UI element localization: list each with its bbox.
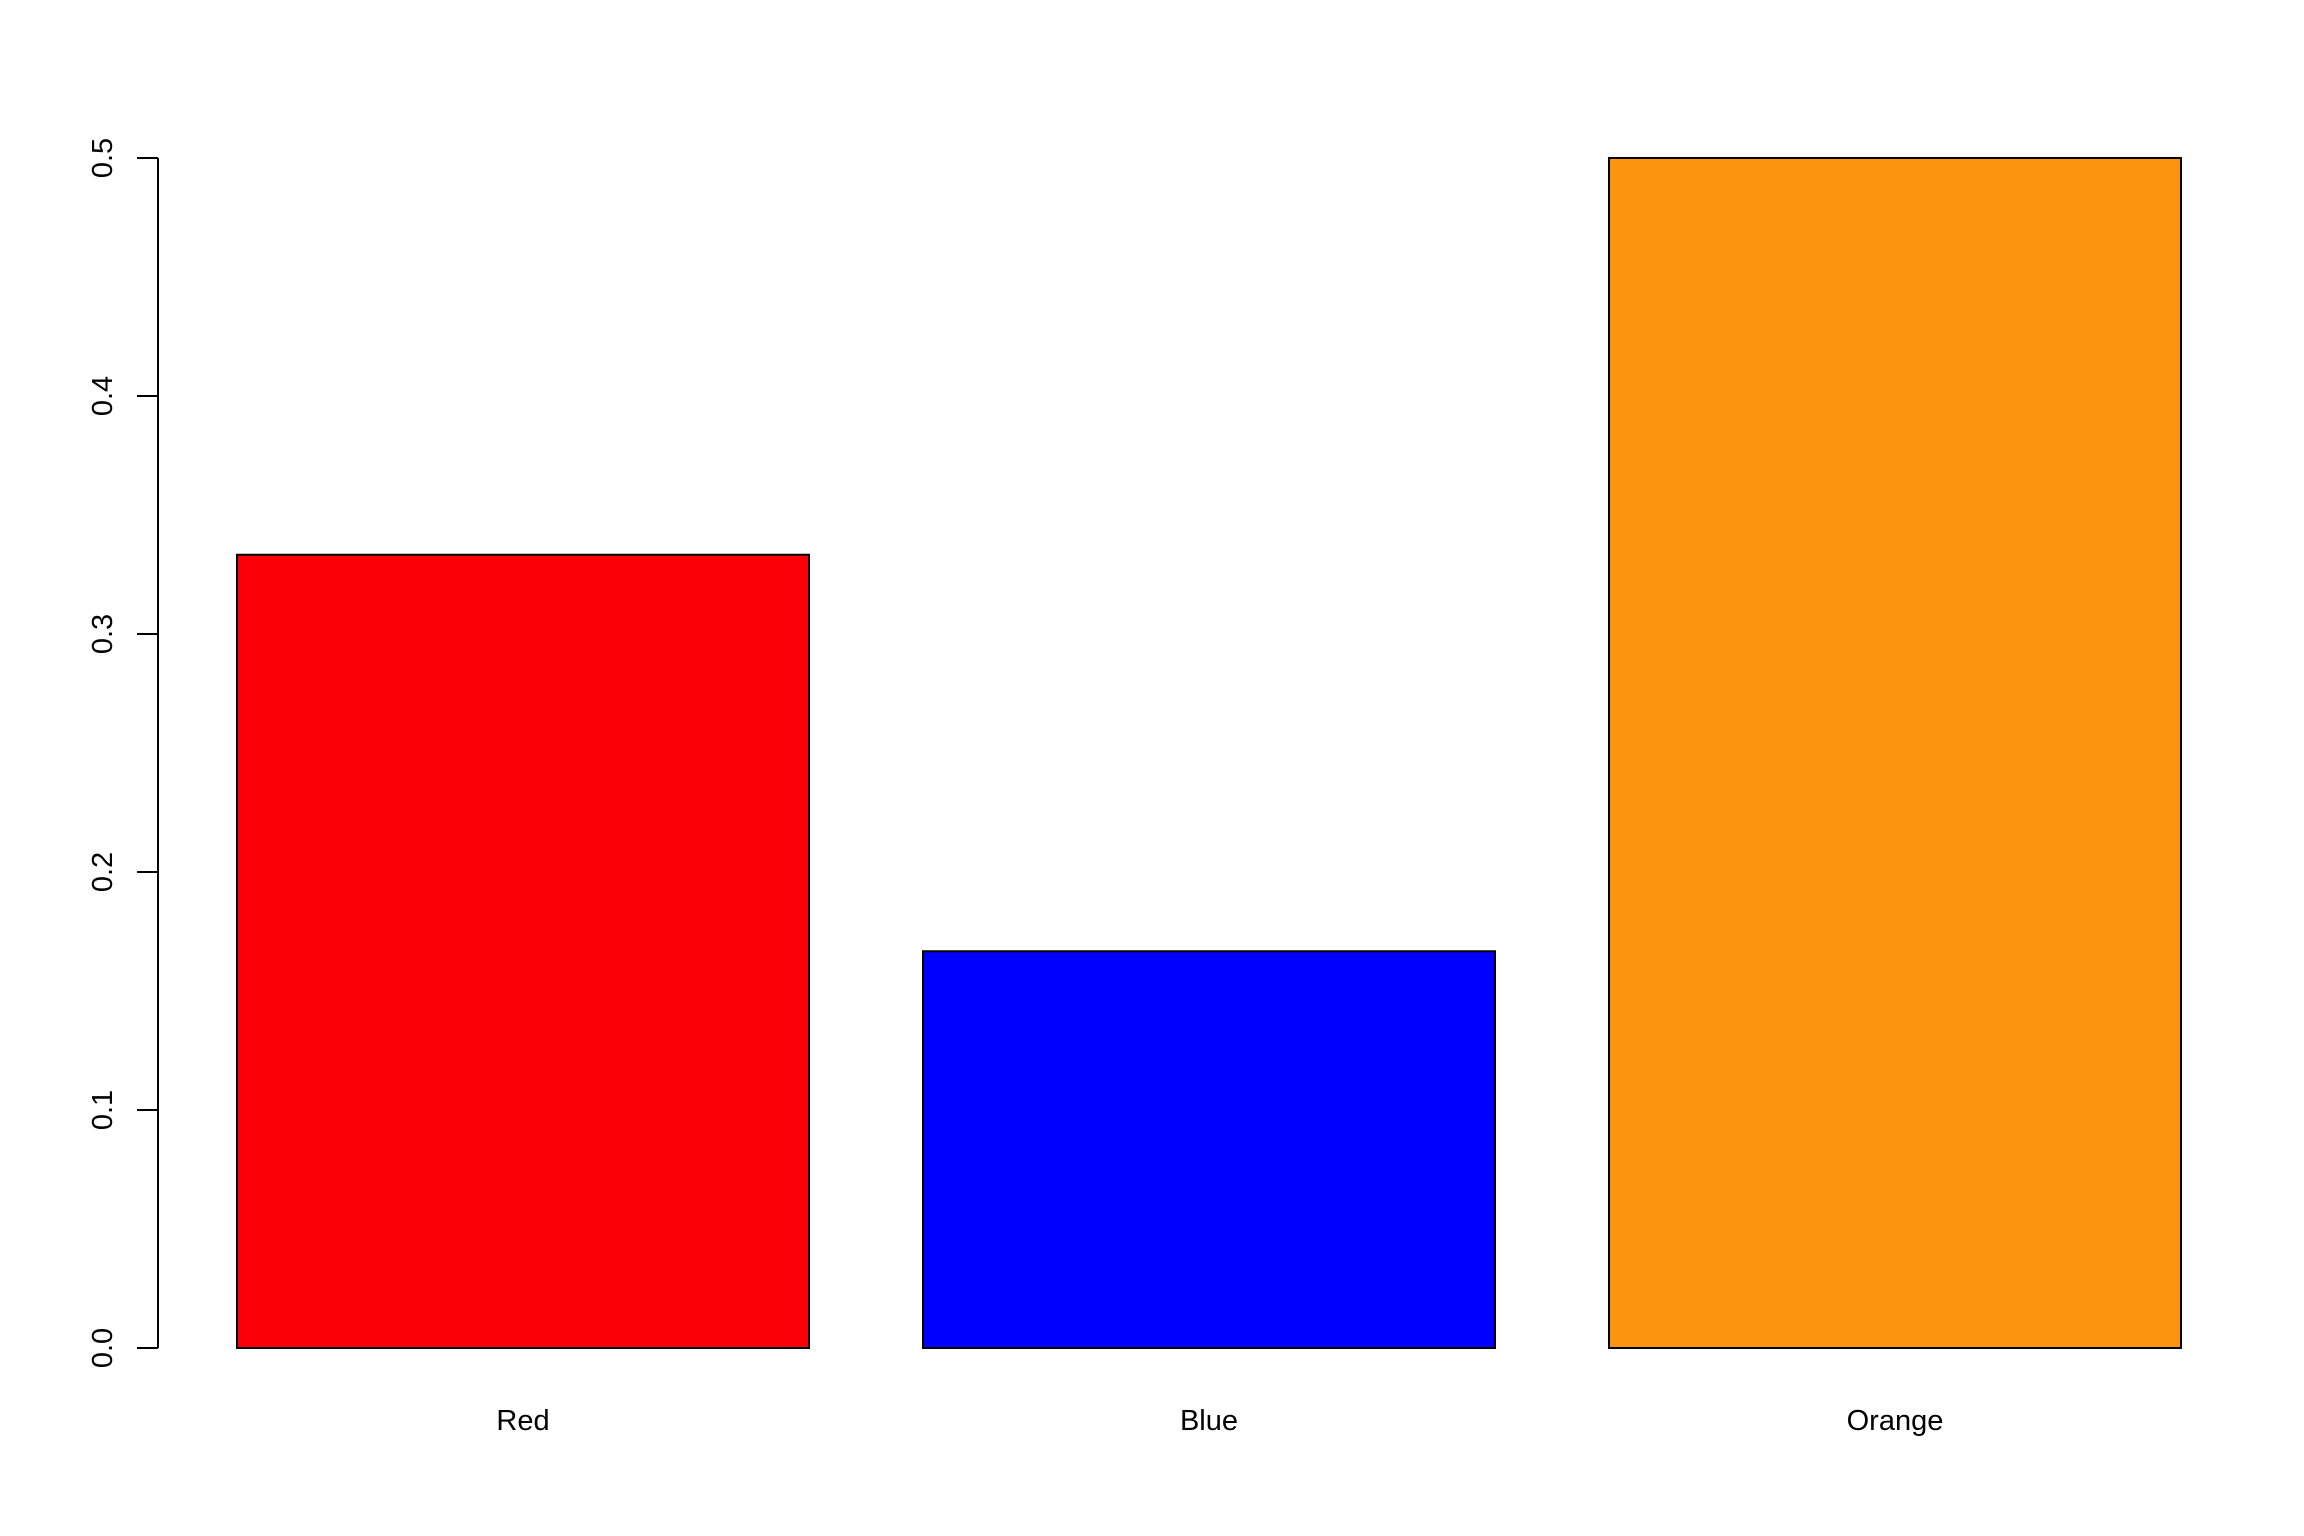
category-label-blue: Blue [1180, 1405, 1238, 1437]
y-tick-label: 0.1 [87, 1090, 119, 1130]
y-axis: 0.0 0.1 0.2 0.3 0.4 0.5 [87, 138, 159, 1368]
bar-blue [922, 950, 1496, 1350]
category-label-orange: Orange [1847, 1405, 1944, 1437]
y-tick-label: 0.4 [87, 376, 119, 416]
y-tick-label: 0.2 [87, 852, 119, 892]
x-axis-labels: Red Blue Orange [496, 1405, 1943, 1437]
bar-red [236, 553, 810, 1349]
bar-orange [1608, 157, 2182, 1349]
y-tick-label: 0.3 [87, 614, 119, 654]
bars-group [236, 157, 2182, 1350]
y-tick-label: 0.5 [87, 138, 119, 178]
y-tick-label: 0.0 [87, 1328, 119, 1368]
category-label-red: Red [496, 1405, 549, 1437]
